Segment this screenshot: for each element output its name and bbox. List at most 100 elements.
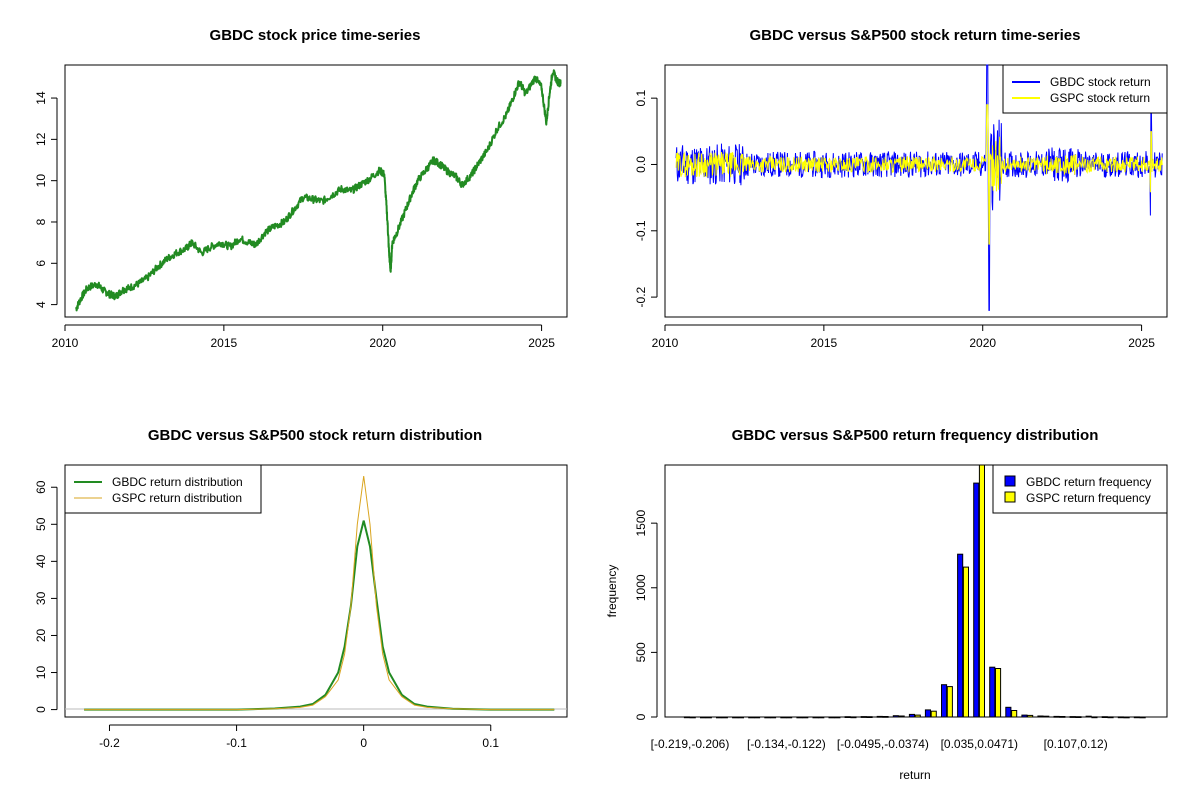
price-plot-frame: [64, 64, 568, 318]
frequency-legend-box: [992, 464, 1168, 514]
gbdc-frequency-bar: [796, 716, 803, 719]
gbdc-frequency-legend-label: GBDC return frequency: [1026, 475, 1151, 489]
gbdc-frequency-bar: [812, 716, 819, 719]
gspc-frequency-bar: [834, 716, 841, 719]
gspc-frequency-bar: [1027, 714, 1034, 718]
frequency-x-tick-label: [-0.0495,-0.0374): [837, 737, 929, 751]
gspc-frequency-bar: [930, 710, 937, 718]
density-legend-box: [64, 464, 262, 514]
density-y-tick-label: 0: [34, 706, 48, 713]
density-x-tick-label: -0.2: [99, 736, 120, 750]
density-x-tick-label: -0.1: [226, 736, 247, 750]
gbdc-frequency-bar: [924, 709, 932, 718]
density-y-tick-label: 10: [34, 666, 48, 680]
gspc-frequency-bar: [850, 716, 857, 719]
frequency-bars: [683, 464, 1146, 719]
density-chart-title: GBDC versus S&P500 stock return distribu…: [148, 427, 482, 444]
gbdc-frequency-bar: [683, 716, 691, 719]
gbdc-frequency-bar: [973, 482, 980, 718]
density-y-tick-label: 50: [34, 517, 48, 531]
gspc-frequency-bar: [705, 716, 712, 719]
price-x-tick-label: 2025: [528, 336, 555, 350]
price-x-tick-label: 2015: [211, 336, 238, 350]
density-y-tick-label: 20: [34, 628, 48, 642]
frequency-chart-title: GBDC versus S&P500 return frequency dist…: [732, 427, 1099, 444]
gspc-frequency-bar: [1043, 715, 1050, 718]
price-y-tick-label: 4: [34, 301, 48, 308]
gbdc-frequency-bar: [1005, 706, 1012, 718]
gspc-frequency-bar: [914, 714, 921, 718]
gspc-density-legend-label: GSPC return distribution: [112, 491, 242, 505]
gspc-frequency-bar: [737, 716, 745, 719]
return-y-tick-label: 0.0: [634, 156, 648, 173]
gbdc-frequency-bar: [989, 666, 996, 718]
price-y-tick-label: 12: [34, 132, 48, 146]
frequency-axes: 0 500 1000 1500 [-0.219,-0.206) [-0.134,-0.12…: [634, 509, 1108, 751]
gspc-frequency-bar: [962, 566, 970, 718]
gspc-return-legend-label: GSPC stock return: [1050, 91, 1150, 105]
return-x-tick-label: 2025: [1128, 336, 1155, 350]
gspc-frequency-bar: [786, 716, 793, 719]
gspc-frequency-bar: [802, 716, 809, 719]
return-chart-title: GBDC versus S&P500 stock return time-ser…: [750, 27, 1081, 44]
price-chart-title: GBDC stock price time-series: [210, 27, 421, 44]
gbdc-frequency-bar: [1133, 716, 1140, 719]
gspc-frequency-bar: [721, 716, 728, 719]
gbdc-frequency-bar: [1069, 716, 1076, 718]
price-chart: GBDC stock price time-series 2010 2015 202…: [34, 27, 568, 350]
gbdc-frequency-bar: [700, 716, 707, 719]
gbdc-frequency-bar: [764, 716, 771, 719]
gbdc-frequency-bar: [732, 716, 739, 719]
gbdc-frequency-bar: [716, 716, 723, 719]
frequency-x-tick-label: [0.035,0.0471): [941, 737, 1018, 751]
gspc-frequency-bar: [1107, 716, 1114, 719]
density-y-tick-label: 40: [34, 554, 48, 568]
gbdc-frequency-bar: [941, 684, 948, 718]
gbdc-frequency-bar: [1085, 715, 1092, 718]
gbdc-frequency-bar: [957, 553, 964, 718]
gbdc-frequency-bar: [828, 716, 835, 719]
gbdc-frequency-bar: [780, 716, 787, 719]
price-y-tick-label: 8: [34, 218, 48, 225]
gspc-frequency-legend-label: GSPC return frequency: [1026, 491, 1151, 505]
gspc-return-line: [675, 104, 1163, 245]
frequency-chart: GBDC versus S&P500 return frequency dist…: [605, 427, 1168, 782]
gbdc-frequency-bar: [908, 713, 916, 718]
gspc-frequency-bar: [1091, 716, 1098, 719]
price-x-tick-label: 2010: [52, 336, 79, 350]
gbdc-frequency-bar: [892, 715, 899, 718]
price-y-tick-label: 10: [34, 174, 48, 188]
gbdc-frequency-bar: [1101, 716, 1108, 719]
density-legend: GBDC return distribution GSPC return dis…: [64, 464, 262, 514]
gbdc-frequency-bar: [1037, 715, 1044, 718]
gspc-frequency-bar: [866, 716, 873, 719]
frequency-y-tick-label: 0: [634, 713, 648, 720]
density-axes: -0.2 -0.1 0 0.1 0 10 20 30 40 50 60: [34, 480, 499, 750]
frequency-y-tick-label: 1500: [634, 509, 648, 536]
gspc-frequency-bar: [995, 668, 1002, 718]
gbdc-density-legend-label: GBDC return distribution: [112, 475, 243, 489]
gspc-frequency-bar: [1059, 716, 1066, 718]
gspc-frequency-bar: [978, 464, 986, 718]
density-plot-frame: [64, 464, 568, 718]
gbdc-frequency-bar: [1117, 716, 1124, 719]
gspc-density-line: [84, 476, 555, 711]
price-y-tick-label: 6: [34, 260, 48, 267]
return-legend: GBDC stock return GSPC stock return: [1002, 64, 1168, 114]
gbdc-frequency-bar: [876, 715, 883, 718]
return-chart: GBDC versus S&P500 stock return time-ser…: [634, 27, 1168, 350]
price-x-tick-label: 2020: [369, 336, 396, 350]
gspc-frequency-bar: [1011, 710, 1018, 718]
return-y-tick-label: -0.2: [634, 286, 648, 307]
gspc-frequency-bar: [1139, 716, 1146, 719]
gbdc-return-line: [675, 64, 1163, 311]
gspc-frequency-legend-swatch: [1004, 491, 1016, 503]
frequency-x-axis-label: return: [899, 768, 930, 782]
frequency-y-axis-label: frequency: [605, 565, 619, 618]
return-axes: 2010 2015 2020 2025 -0.2 -0.1 0.0 0.1: [634, 89, 1155, 350]
return-legend-box: [1002, 64, 1168, 114]
gbdc-frequency-bar: [860, 716, 867, 718]
frequency-x-tick-label: [-0.219,-0.206): [651, 737, 730, 751]
gspc-frequency-bar: [898, 715, 905, 718]
